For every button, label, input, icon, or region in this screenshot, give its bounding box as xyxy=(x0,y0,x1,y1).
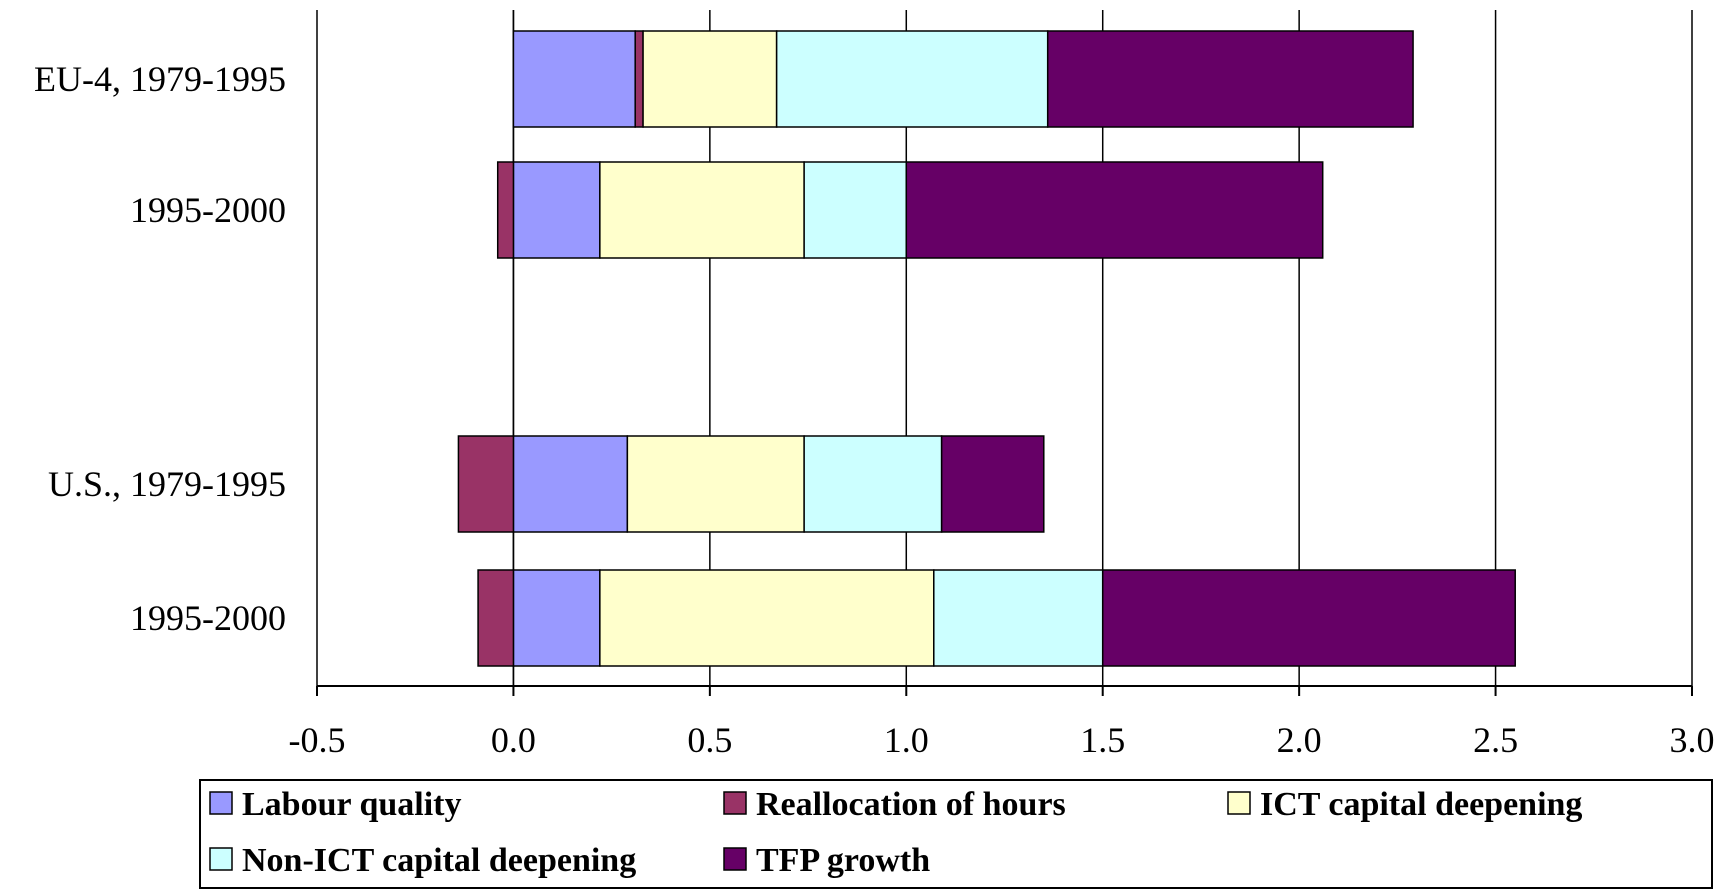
legend-swatch xyxy=(723,791,747,815)
bar-segment xyxy=(642,30,778,128)
bars xyxy=(457,30,1516,667)
legend-swatch xyxy=(723,847,747,871)
legend-swatch xyxy=(1227,791,1251,815)
x-tick-label: 3.0 xyxy=(1670,720,1715,760)
x-tick-label: 1.0 xyxy=(884,720,929,760)
bar-segment xyxy=(626,435,805,533)
x-tick-label: 1.5 xyxy=(1080,720,1125,760)
bar-segment xyxy=(512,161,601,259)
category-labels: EU-4, 1979-1995 1995-2000 U.S., 1979-1995 1… xyxy=(34,59,286,638)
x-tick-label: 2.5 xyxy=(1473,720,1518,760)
legend-label: Reallocation of hours xyxy=(756,786,1066,823)
bar-segment xyxy=(905,161,1324,259)
legend-label: TFP growth xyxy=(756,842,930,879)
category-label: 1995-2000 xyxy=(130,598,286,638)
category-label: EU-4, 1979-1995 xyxy=(34,59,286,99)
x-axis: -0.5 0.0 0.5 1.0 1.5 2.0 2.5 3.0 xyxy=(289,685,1715,760)
bar-segment xyxy=(512,30,636,128)
bar-segment xyxy=(477,569,515,667)
bar-segment xyxy=(457,435,515,533)
category-label: U.S., 1979-1995 xyxy=(48,464,286,504)
legend-label: Labour quality xyxy=(242,786,462,823)
legend: Labour quality Reallocation of hours ICT c… xyxy=(199,779,1713,889)
legend-box xyxy=(199,779,1713,889)
category-label: 1995-2000 xyxy=(130,190,286,230)
bar-segment xyxy=(775,30,1049,128)
bar-segment xyxy=(803,161,908,259)
x-tick-label: -0.5 xyxy=(289,720,346,760)
x-tick-label: 0.0 xyxy=(491,720,536,760)
bar-segment xyxy=(512,569,601,667)
bar-segment xyxy=(933,569,1104,667)
x-tick-label: 2.0 xyxy=(1277,720,1322,760)
legend-swatch xyxy=(209,847,233,871)
bar-segment xyxy=(1046,30,1414,128)
bar-segment xyxy=(599,161,805,259)
x-tick-label: 0.5 xyxy=(687,720,732,760)
bar-segment xyxy=(634,30,644,128)
legend-label: ICT capital deepening xyxy=(1260,786,1582,823)
bar-segment xyxy=(512,435,629,533)
bar-segment xyxy=(496,161,515,259)
legend-label: Non-ICT capital deepening xyxy=(242,842,636,879)
bar-segment xyxy=(803,435,943,533)
legend-swatch xyxy=(209,791,233,815)
bar-segment xyxy=(1101,569,1516,667)
bar-segment xyxy=(599,569,935,667)
bar-segment xyxy=(940,435,1045,533)
